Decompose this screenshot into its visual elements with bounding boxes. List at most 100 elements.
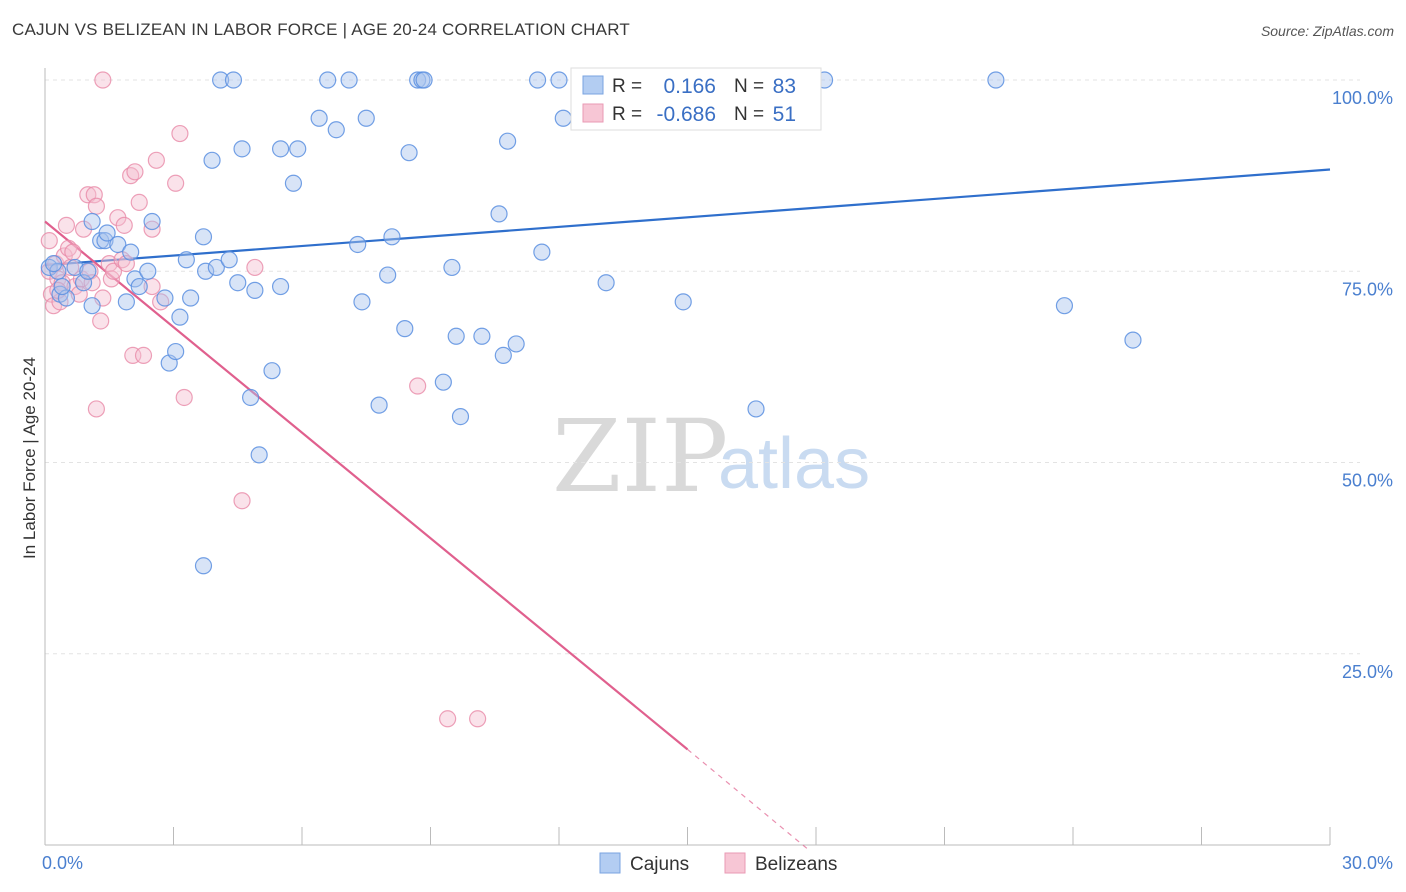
cajun-point <box>396 320 414 338</box>
cajun-point <box>447 327 465 345</box>
bottom-legend-belizean-label: Belizeans <box>755 854 837 875</box>
cajun-point <box>383 228 401 246</box>
y-tick-label: 50.0% <box>1342 471 1393 491</box>
belizean-point <box>57 216 76 234</box>
y-tick-label: 100.0% <box>1332 88 1393 108</box>
cajun-point <box>507 335 525 353</box>
cajun-point <box>212 71 230 89</box>
cajun-point <box>197 262 215 280</box>
cajun-point <box>171 308 189 326</box>
belizean-point <box>130 193 148 211</box>
cajun-point <box>130 277 148 296</box>
cajun-point <box>224 71 243 89</box>
cajun-point <box>143 212 161 231</box>
cajun-point <box>550 71 568 89</box>
cajun-point <box>98 224 116 242</box>
cajun-point <box>109 235 127 254</box>
belizean-point <box>233 492 251 510</box>
belizean-point <box>147 151 165 169</box>
legend-cajun-r-value: 0.166 <box>663 75 716 98</box>
belizean-point <box>126 163 144 181</box>
belizean-point <box>469 710 487 728</box>
cajun-point <box>194 228 213 246</box>
belizean-point <box>92 312 110 330</box>
belizean-point <box>409 377 427 395</box>
legend-belizean-n-value: 51 <box>773 103 796 126</box>
watermark-zip: ZIP <box>552 398 728 515</box>
belizean-point <box>171 124 189 143</box>
belizean-point <box>115 216 133 234</box>
cajun-point <box>528 71 547 89</box>
cajun-point <box>340 71 358 89</box>
belizean-point <box>246 258 264 277</box>
cajun-point <box>83 212 101 231</box>
bottom-legend-cajun-label: Cajuns <box>630 854 689 875</box>
cajun-point <box>443 258 461 277</box>
cajun-point <box>349 235 367 254</box>
legend-cajun-n-label: N = <box>734 76 764 97</box>
x-tick-label-min: 0.0% <box>42 853 83 873</box>
belizean-trend-extension <box>687 748 808 850</box>
belizean-points <box>40 71 487 728</box>
y-tick-label: 25.0% <box>1342 662 1393 682</box>
cajun-point <box>415 71 433 89</box>
chart-title: CAJUN VS BELIZEAN IN LABOR FORCE | AGE 2… <box>12 20 630 39</box>
belizean-point <box>167 174 185 192</box>
cajun-point <box>66 258 84 277</box>
belizean-point <box>94 71 112 89</box>
cajun-point <box>409 71 427 89</box>
axes <box>44 68 1331 846</box>
belizean-point <box>87 197 106 215</box>
cajun-point <box>674 293 692 311</box>
legend-belizean-r-value: -0.686 <box>656 103 716 126</box>
cajun-point <box>117 293 135 311</box>
cajun-point <box>271 277 290 296</box>
cajun-point <box>263 362 281 380</box>
cajun-point <box>139 262 157 280</box>
cajun-point <box>289 140 307 158</box>
belizean-point <box>175 388 193 407</box>
cajun-point <box>229 274 247 292</box>
y-axis-title: In Labor Force | Age 20-24 <box>20 357 39 559</box>
correlation-legend: R = 0.166 N = 83 R = -0.686 N = 51 <box>570 67 822 131</box>
cajun-point <box>451 408 470 426</box>
cajun-point <box>370 396 388 414</box>
cajun-point <box>434 373 452 391</box>
legend-cajun-r-label: R = <box>612 76 642 97</box>
belizean-point <box>104 262 123 280</box>
cajun-point <box>284 174 303 192</box>
legend-belizean-r-label: R = <box>612 104 642 125</box>
legend-cajun-swatch <box>582 75 604 95</box>
belizean-point <box>134 346 153 364</box>
cajun-point <box>353 293 371 311</box>
cajun-point <box>79 262 97 280</box>
y-tick-labels: 25.0% 50.0% 75.0% 100.0% <box>1332 88 1393 682</box>
belizean-point <box>40 232 58 250</box>
cajun-point <box>207 258 225 277</box>
cajun-point <box>242 388 260 407</box>
trend-lines <box>44 168 1331 850</box>
cajun-point <box>319 71 337 89</box>
cajun-point <box>167 342 185 361</box>
cajun-point <box>53 277 71 296</box>
legend-cajun-n-value: 83 <box>773 75 796 98</box>
belizean-point <box>64 243 82 261</box>
cajun-point <box>310 109 328 127</box>
cajun-point <box>747 400 765 418</box>
cajun-points <box>40 71 1142 575</box>
cajun-point <box>1124 331 1142 349</box>
belizean-point <box>79 186 97 204</box>
cajun-point <box>182 289 200 307</box>
cajun-point <box>327 121 345 139</box>
belizean-trend-line <box>44 220 689 751</box>
bottom-legend-belizean-swatch <box>724 852 746 874</box>
cajun-point <box>177 251 195 269</box>
legend-belizean-swatch <box>582 103 604 123</box>
gridlines <box>45 79 1360 655</box>
cajun-point <box>1055 297 1074 315</box>
cajun-point <box>83 297 101 315</box>
cajun-point <box>473 327 491 345</box>
cajun-point <box>357 109 375 127</box>
cajun-point <box>271 140 290 158</box>
